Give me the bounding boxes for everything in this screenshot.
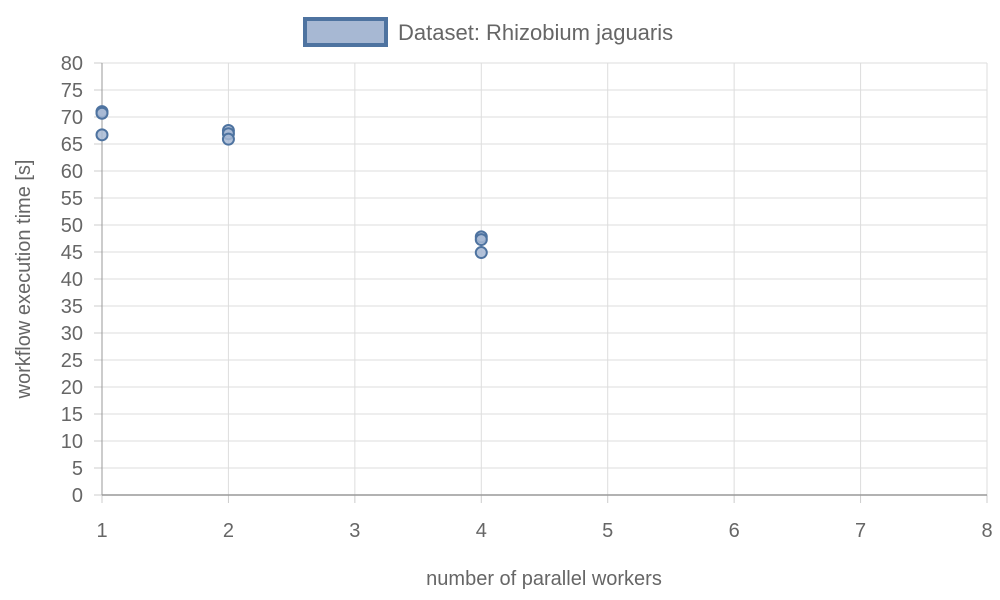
x-tick-label: 3 <box>349 520 360 542</box>
y-tick-label: 50 <box>61 215 83 237</box>
y-tick-label: 70 <box>61 107 83 129</box>
data-point[interactable] <box>474 233 488 247</box>
y-tick-label: 60 <box>61 161 83 183</box>
legend[interactable]: Dataset: Rhizobium jaguaris <box>303 17 673 47</box>
legend-label: Dataset: Rhizobium jaguaris <box>398 20 673 45</box>
data-point[interactable] <box>95 128 109 142</box>
y-tick-label: 65 <box>61 134 83 156</box>
x-tick-label: 1 <box>96 520 107 542</box>
x-tick-label: 4 <box>476 520 487 542</box>
y-tick-label: 25 <box>61 350 83 372</box>
y-tick-label: 5 <box>72 458 83 480</box>
x-tick-label: 5 <box>602 520 613 542</box>
x-tick-label: 8 <box>981 520 992 542</box>
grid <box>102 62 988 495</box>
y-tick-label: 40 <box>61 269 83 291</box>
data-points <box>95 105 488 260</box>
y-axis-title: workflow execution time [s] <box>13 160 35 400</box>
y-tick-label: 55 <box>61 188 83 210</box>
y-tick-label: 35 <box>61 296 83 318</box>
x-tick-label: 2 <box>223 520 234 542</box>
legend-swatch[interactable] <box>303 17 388 47</box>
y-tick-label: 0 <box>72 485 83 507</box>
data-point[interactable] <box>474 246 488 260</box>
x-tick-label: 7 <box>855 520 866 542</box>
y-tick-label: 10 <box>61 431 83 453</box>
y-tick-label: 15 <box>61 404 83 426</box>
y-tick-label: 75 <box>61 80 83 102</box>
y-tick-label: 20 <box>61 377 83 399</box>
data-point[interactable] <box>221 132 235 146</box>
x-axis-title: number of parallel workers <box>426 568 662 590</box>
y-tick-label: 80 <box>61 53 83 75</box>
x-tick-label: 6 <box>729 520 740 542</box>
y-tick-label: 45 <box>61 242 83 264</box>
y-tick-label: 30 <box>61 323 83 345</box>
data-point[interactable] <box>95 106 109 120</box>
